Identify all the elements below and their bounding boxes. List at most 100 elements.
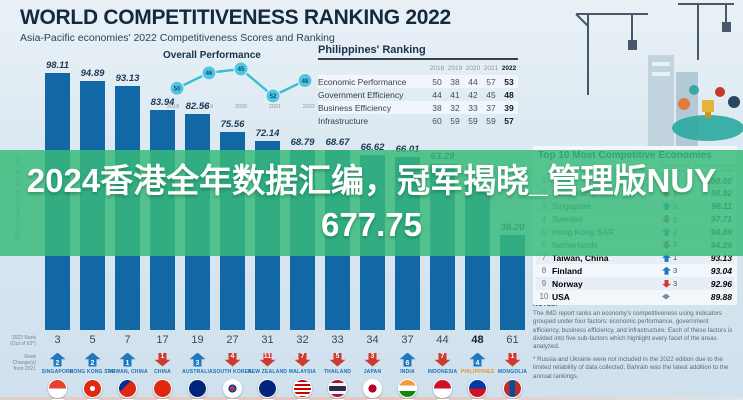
country-name: SINGAPORE [41, 369, 74, 375]
philippines-ranking-header-row: 2018 2019 2020 2021 2022 [318, 62, 518, 75]
construction-scene-illustration [575, 3, 743, 147]
ph-table-row: Infrastructure 60 59 59 59 57 [318, 114, 518, 127]
ph-value: 32 [450, 102, 460, 113]
person-icon [689, 85, 699, 95]
country-name: HONG KONG SAR [69, 369, 116, 375]
rank-change-cell: 2 [84, 350, 101, 369]
rank-value: 27 [226, 334, 239, 346]
ph-table-row: Economic Performance 50 38 44 57 53 [318, 75, 518, 88]
bar-value-label: 68.79 [290, 137, 315, 148]
philippines-ranking-table: Philippines' Ranking 2018 2019 2020 2021 202… [318, 44, 518, 127]
ph-value: 59 [450, 115, 460, 126]
ph-year-header: 2018 [429, 65, 445, 72]
inset-year-label: 2021 [268, 104, 282, 110]
notes-paragraph-1: The IMD report ranks an economy's compet… [533, 310, 733, 351]
china-flag-icon [153, 379, 172, 398]
ph-factor-label: Infrastructure [318, 115, 369, 126]
svg-text:45: 45 [238, 67, 245, 73]
bottom-strip [0, 397, 743, 400]
top10-country: Taiwan, China [552, 252, 609, 263]
ph-value: 42 [468, 89, 478, 100]
down-arrow-icon: 1 [504, 352, 521, 367]
country-name: SOUTH KOREA [212, 369, 253, 375]
top10-row: 10 USA 89.88 [536, 290, 734, 303]
top10-score: 93.13 [710, 252, 732, 263]
ph-value: 57 [486, 76, 496, 87]
rank-value: 19 [191, 334, 204, 346]
rank-change-cell: 3 [364, 350, 381, 369]
bar-value-label: 66.01 [396, 144, 420, 155]
ph-value: 37 [486, 102, 496, 113]
rank-change-cell: 3 [189, 350, 206, 369]
ph-factor-label: Economic Performance [318, 76, 407, 87]
rank-change-cell: 2 [49, 350, 66, 369]
up-arrow-icon: 2 [49, 352, 66, 367]
rank-change-cell: 1 [504, 350, 521, 369]
notes-section: NOTES: The IMD report ranks an economy's… [533, 301, 737, 385]
up-arrow-icon: 1 [119, 352, 136, 367]
down-arrow-icon: 1 [154, 352, 171, 367]
rank-change-cell: 11 [259, 350, 276, 369]
rank-row-label: 2022 Rank (Out of 63*) [10, 335, 36, 347]
ph-factor-label: Business Efficiency [318, 102, 392, 113]
ph-factor-label: Government Efficiency [318, 89, 404, 100]
bar-value-label: 72.14 [255, 128, 280, 139]
country-name: THAILAND [323, 369, 352, 375]
top10-country: Finland [552, 265, 583, 276]
down-arrow-icon: 3 [364, 352, 381, 367]
ph-value: 44 [432, 89, 442, 100]
overall-performance-inset: Overall Performance 50 46 45 52 48 2018 2019 2… [163, 50, 319, 110]
overall-performance-line-chart: 50 46 45 52 48 [169, 62, 313, 104]
ph-value: 38 [432, 102, 442, 113]
bar-value-label: 75.56 [220, 119, 245, 130]
bar-value-label: 68.67 [325, 137, 350, 148]
inset-year-label: 2018 [167, 104, 180, 110]
rank-value: 32 [296, 334, 309, 346]
line-point-2018 [169, 80, 185, 96]
ph-value: 50 [432, 76, 442, 87]
taiwan-flag-icon [118, 379, 137, 398]
rank-value: 3 [54, 334, 61, 346]
change-row-label: Rank Change(s) from 2021 [12, 354, 36, 372]
rank-change-cell: 5 [329, 350, 346, 369]
top10-rank: 9 [541, 279, 547, 289]
person-icon [678, 98, 690, 110]
bar-value-label: 83.94 [150, 97, 175, 108]
japan-flag-icon [363, 379, 382, 398]
rank-value: 34 [366, 334, 379, 346]
indonesia-flag-icon [433, 379, 452, 398]
rank-value: 5 [89, 334, 96, 346]
down-arrow-icon: 7 [294, 352, 311, 367]
overlay-text-line1: 2024香港全年数据汇编，冠军揭晓_管理版NUY [26, 162, 717, 200]
bar-value-label: 66.62 [360, 142, 385, 153]
svg-text:50: 50 [174, 86, 181, 92]
ph-value: 48 [504, 89, 514, 100]
top10-change-value: 3 [673, 279, 678, 289]
rank-change-cell: 7 [294, 350, 311, 369]
person-icon [728, 96, 740, 108]
hong-kong-flag-icon [83, 379, 102, 398]
top10-rank: 10 [539, 292, 549, 302]
top10-score: 92.96 [710, 278, 732, 289]
line-point-2022 [297, 73, 313, 89]
ph-value: 60 [432, 115, 442, 126]
top10-change-value: 1 [673, 253, 678, 263]
top10-country: USA [552, 291, 570, 302]
ph-table-row: Business Efficiency 38 32 33 37 39 [318, 101, 518, 114]
new-zealand-flag-icon [258, 379, 277, 398]
rank-value: 31 [261, 334, 274, 346]
crane-hook-icon [722, 22, 731, 32]
up-arrow-icon: 6 [399, 352, 416, 367]
up-arrow-icon: 3 [189, 352, 206, 367]
overlay-text-line2: 677.75 [321, 206, 422, 243]
rank-change-cell: 1 [119, 350, 136, 369]
country-name: MONGOLIA [497, 369, 528, 375]
india-flag-icon [398, 379, 417, 398]
rank-value: 33 [331, 334, 344, 346]
up-arrow-icon: 4 [469, 352, 486, 367]
ph-table-row: Government Efficiency 44 41 42 45 48 [318, 88, 518, 101]
country-name: NEW ZEALAND [247, 369, 288, 375]
down-arrow-icon [662, 279, 671, 288]
philippines-flag-icon [468, 379, 487, 398]
